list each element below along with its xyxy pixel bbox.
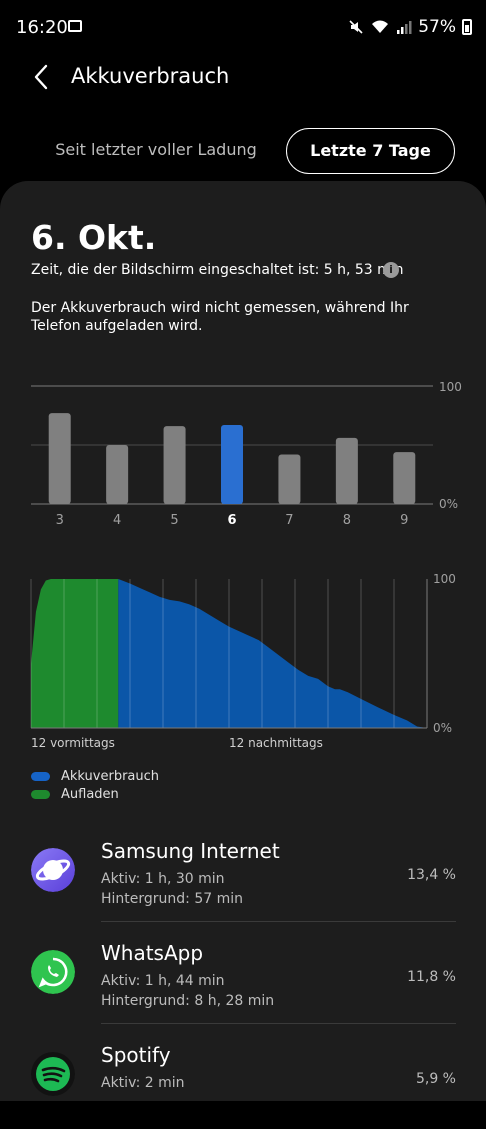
legend-swatch-charging xyxy=(31,789,50,799)
whatsapp-icon xyxy=(31,950,75,994)
area-x-label-afternoon: 12 nachmittags xyxy=(229,736,323,750)
battery-card: 6. Okt. Zeit, die der Bildschirm eingesc… xyxy=(0,181,486,1101)
app-row-whatsapp[interactable]: WhatsApp Aktiv: 1 h, 44 min Hintergrund:… xyxy=(0,925,486,1027)
samsung-internet-icon xyxy=(31,848,75,892)
gallery-notification-icon xyxy=(68,20,82,32)
status-time: 16:20 xyxy=(16,17,68,38)
chart-legend: Akkuverbrauch Aufladen xyxy=(31,767,159,803)
app-row-samsung-internet[interactable]: Samsung Internet Aktiv: 1 h, 30 min Hint… xyxy=(0,823,486,925)
area-series-usage xyxy=(118,579,428,728)
tab-last-7-days[interactable]: Letzte 7 Tage xyxy=(286,128,455,174)
bar-day-6[interactable] xyxy=(221,424,243,504)
charging-note: Der Akkuverbrauch wird nicht gemessen, w… xyxy=(31,300,409,334)
bar-x-tick-4: 4 xyxy=(113,513,121,528)
area-y-tick-0: 0% xyxy=(433,721,452,735)
bar-x-tick-6: 6 xyxy=(227,513,236,528)
bar-day-7[interactable] xyxy=(278,454,301,504)
app-background-time: Hintergrund: 57 min xyxy=(101,891,244,907)
bar-day-4[interactable] xyxy=(106,445,129,504)
status-icons: 57% xyxy=(348,17,472,37)
spotify-icon xyxy=(31,1052,75,1096)
app-usage-percent: 11,8 % xyxy=(407,969,456,985)
bar-x-tick-9: 9 xyxy=(400,513,408,528)
back-arrow-icon[interactable] xyxy=(30,62,56,92)
page-title: Akkuverbrauch xyxy=(71,64,230,88)
weekly-bar-chart: 100 0% 3 4 5 6 7 8 9 xyxy=(31,380,462,528)
bar-day-9[interactable] xyxy=(393,452,416,504)
app-row-spotify[interactable]: Spotify Aktiv: 2 min 5,9 % xyxy=(0,1027,486,1129)
list-divider xyxy=(101,921,456,922)
status-bar: 16:20 57% xyxy=(0,0,486,56)
area-x-label-morning: 12 vormittags xyxy=(31,736,115,750)
bar-x-tick-3: 3 xyxy=(56,513,64,528)
app-name: WhatsApp xyxy=(101,941,204,965)
bar-day-8[interactable] xyxy=(335,437,358,504)
wifi-icon xyxy=(372,20,389,33)
app-active-time: Aktiv: 1 h, 44 min xyxy=(101,973,225,989)
app-usage-percent: 5,9 % xyxy=(415,1071,456,1087)
app-usage-percent: 13,4 % xyxy=(407,867,456,883)
app-name: Spotify xyxy=(101,1043,171,1067)
bar-x-tick-8: 8 xyxy=(343,513,351,528)
period-tabs: Seit letzter voller Ladung Letzte 7 Tage xyxy=(0,128,486,176)
legend-swatch-usage xyxy=(31,771,50,781)
signal-icon xyxy=(397,21,412,34)
bar-day-3[interactable] xyxy=(48,413,71,504)
app-name: Samsung Internet xyxy=(101,839,280,863)
list-divider xyxy=(101,1023,456,1024)
bar-y-tick-0: 0% xyxy=(439,497,458,511)
legend-label-usage: Akkuverbrauch xyxy=(61,768,160,784)
legend-item-charging: Aufladen xyxy=(31,785,159,803)
app-active-time: Aktiv: 1 h, 30 min xyxy=(101,871,225,887)
app-active-time: Aktiv: 2 min xyxy=(101,1075,185,1091)
screen-time-text: Zeit, die der Bildschirm eingeschaltet i… xyxy=(31,262,404,278)
daily-area-chart: 100 0% 12 vormittags 12 nachmittags xyxy=(30,572,456,750)
bar-day-5[interactable] xyxy=(163,426,186,504)
selected-date: 6. Okt. xyxy=(31,218,157,257)
area-y-tick-100: 100 xyxy=(433,572,456,586)
bar-y-tick-100: 100 xyxy=(439,380,462,394)
tab-since-full-charge[interactable]: Seit letzter voller Ladung xyxy=(55,140,257,159)
legend-item-usage: Akkuverbrauch xyxy=(31,767,159,785)
legend-label-charging: Aufladen xyxy=(61,786,119,802)
bar-x-tick-7: 7 xyxy=(285,513,293,528)
app-header: Akkuverbrauch xyxy=(0,56,486,100)
battery-percent: 57% xyxy=(418,17,456,37)
bar-x-tick-5: 5 xyxy=(170,513,178,528)
area-series-charging xyxy=(31,579,119,728)
app-background-time: Hintergrund: 8 h, 28 min xyxy=(101,993,275,1009)
mute-icon xyxy=(349,20,363,34)
battery-icon xyxy=(462,19,472,35)
info-icon[interactable]: i xyxy=(383,262,399,278)
